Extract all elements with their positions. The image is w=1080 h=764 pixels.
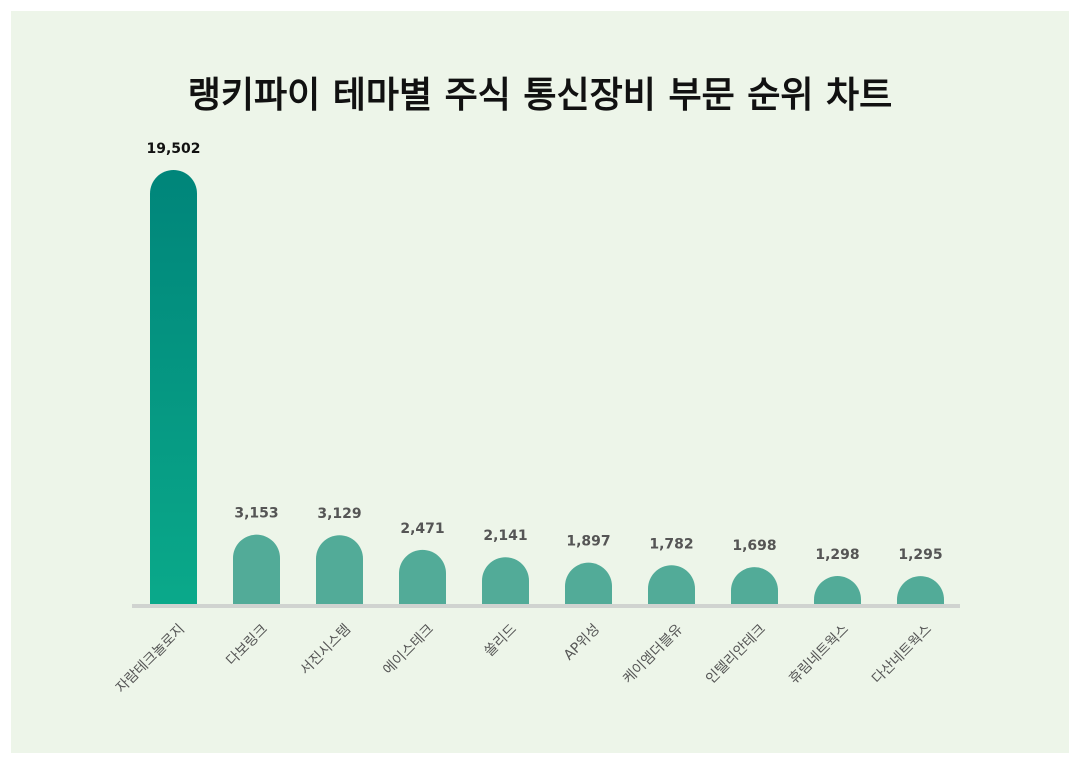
- category-label-8: 인텔리안테크: [703, 621, 769, 687]
- bar-4: [399, 549, 446, 605]
- bar-5: [482, 557, 529, 605]
- category-label-1: 자람테크놀로지: [113, 621, 188, 696]
- bar-3: [316, 535, 363, 605]
- category-label-3: 서진시스템: [297, 621, 354, 678]
- category-label-4: 에이스테크: [380, 621, 437, 678]
- value-label-9: 1,298: [815, 547, 859, 563]
- bar-7: [648, 565, 695, 605]
- value-label-7: 1,782: [649, 536, 693, 552]
- category-labels-group: 자람테크놀로지 다보링크 서진시스템 에이스테크 쏠리드 AP위성 케이엠더블유 인텔리안테크…: [113, 621, 935, 696]
- value-label-5: 2,141: [483, 528, 527, 544]
- bar-2: [233, 534, 280, 605]
- category-label-9: 휴림네트웍스: [786, 621, 852, 687]
- chart-title: 랭키파이 테마별 주식 통신장비 부문 순위 차트: [188, 75, 892, 116]
- bars-group: [150, 169, 944, 605]
- category-label-6: AP위성: [561, 621, 603, 663]
- value-label-8: 1,698: [732, 538, 776, 554]
- value-labels-group: 19,502 3,153 3,129 2,471 2,141 1,897 1,782 1,69…: [146, 141, 942, 563]
- category-label-2: 다보링크: [223, 621, 271, 669]
- category-label-7: 케이엠더블유: [620, 621, 686, 687]
- category-label-5: 쏠리드: [481, 621, 520, 660]
- value-label-1: 19,502: [146, 141, 200, 157]
- category-label-10: 다산네트웍스: [869, 621, 935, 687]
- value-label-10: 1,295: [898, 547, 942, 563]
- value-label-4: 2,471: [400, 521, 444, 537]
- value-label-6: 1,897: [566, 534, 610, 550]
- value-label-2: 3,153: [234, 506, 278, 522]
- bar-8: [731, 567, 778, 605]
- value-label-3: 3,129: [317, 506, 361, 522]
- bar-6: [565, 562, 612, 605]
- bar-9: [814, 576, 861, 605]
- bar-10: [897, 576, 944, 605]
- bar-1: [150, 169, 197, 605]
